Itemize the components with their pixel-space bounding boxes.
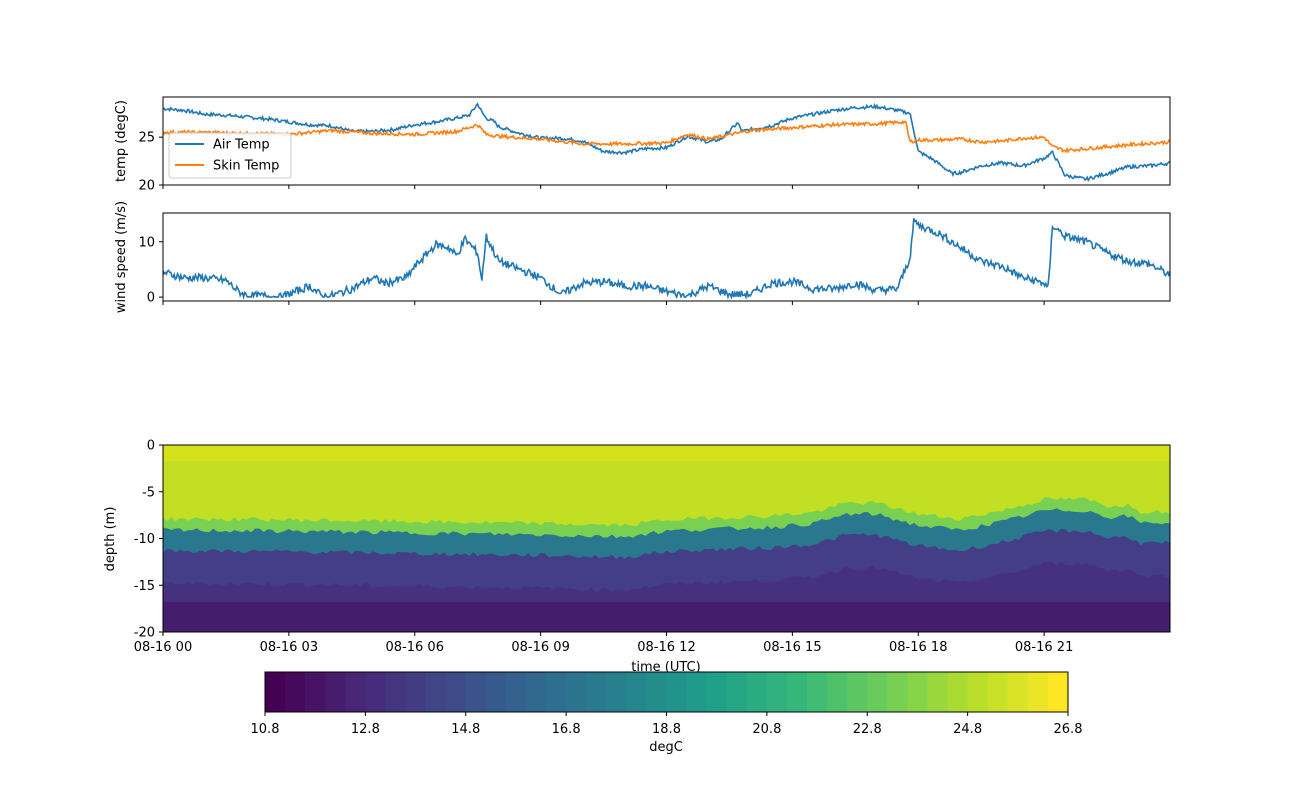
ytick-label: 10 <box>138 235 155 250</box>
temp-panel: 20 25 temp (degC) Air Temp Skin Temp <box>114 96 1171 194</box>
colorbar: 10.8 12.8 14.8 16.8 18.8 20.8 22.8 24.8 26.8 deg… <box>251 671 1083 755</box>
series-line-series <box>163 218 1170 301</box>
colorbar-cell <box>1007 672 1029 712</box>
colorbar-label: degC <box>649 740 683 755</box>
colorbar-cell <box>586 672 607 712</box>
colorbar-cell <box>666 672 688 712</box>
heatmap-top-layer <box>163 445 1170 461</box>
colorbar-cell <box>746 672 768 712</box>
colorbar-cell <box>365 672 387 712</box>
colorbar-cell <box>827 672 848 712</box>
colorbar-tick-label: 18.8 <box>652 722 681 737</box>
colorbar-cell <box>405 672 427 712</box>
colorbar-cell <box>967 672 989 712</box>
legend-label-air-temp: Air Temp <box>213 138 270 153</box>
colorbar-cell <box>1027 672 1049 712</box>
colorbar-cell <box>807 672 828 712</box>
colorbar-cell <box>606 672 627 712</box>
ytick-label: -15 <box>134 579 155 594</box>
colorbar-cell <box>385 672 407 712</box>
xtick-label: 08-16 06 <box>386 640 444 655</box>
depth-xlabel: time (UTC) <box>631 660 700 675</box>
colorbar-tick-label: 26.8 <box>1054 722 1083 737</box>
colorbar-cell <box>525 672 547 712</box>
legend-label-skin-temp: Skin Temp <box>213 159 279 174</box>
colorbar-cell <box>726 672 748 712</box>
xtick-label: 08-16 21 <box>1015 640 1073 655</box>
series-line-skin-temp <box>163 119 1170 154</box>
depth-panel: 0 -5 -10 -15 -20 08-16 00 08-16 03 08-16 06 08-… <box>103 439 1171 675</box>
colorbar-cell <box>907 672 929 712</box>
series-line-air-temp <box>163 102 1170 183</box>
colorbar-cell <box>425 672 447 712</box>
ytick-label: -10 <box>134 532 155 547</box>
depth-ylabel: depth (m) <box>103 507 118 572</box>
wind-panel: 0 10 wind speed (m/s) <box>114 201 1171 313</box>
ytick-label: 25 <box>138 131 155 146</box>
heatmap-mixed-layer <box>163 445 1170 527</box>
heatmap-floor-layer <box>163 602 1170 632</box>
colorbar-tick-label: 10.8 <box>251 722 280 737</box>
colorbar-cell <box>867 672 888 712</box>
ytick-label: 20 <box>138 179 155 194</box>
colorbar-tick-label: 24.8 <box>953 722 982 737</box>
colorbar-cell <box>626 672 648 712</box>
colorbar-cell <box>345 672 366 712</box>
xtick-label: 08-16 18 <box>889 640 947 655</box>
colorbar-tick-label: 20.8 <box>752 722 781 737</box>
colorbar-cell <box>847 672 868 712</box>
ytick-label: -20 <box>134 626 155 641</box>
colorbar-cell <box>546 672 567 712</box>
colorbar-cell <box>566 672 587 712</box>
colorbar-cell <box>686 672 708 712</box>
colorbar-cell <box>505 672 527 712</box>
colorbar-tick-label: 14.8 <box>451 722 480 737</box>
ytick-label: -5 <box>142 485 155 500</box>
colorbar-cell <box>766 672 788 712</box>
xtick-label: 08-16 00 <box>134 640 192 655</box>
colorbar-cell <box>646 672 668 712</box>
ytick-label: 0 <box>147 291 155 306</box>
colorbar-cell <box>706 672 728 712</box>
xtick-label: 08-16 03 <box>260 640 318 655</box>
ytick-label: 0 <box>147 439 155 454</box>
xtick-label: 08-16 09 <box>511 640 569 655</box>
colorbar-cell <box>887 672 909 712</box>
colorbar-cell <box>285 672 306 712</box>
colorbar-cell <box>786 672 808 712</box>
colorbar-cell <box>325 672 346 712</box>
colorbar-cell <box>947 672 969 712</box>
legend: Air Temp Skin Temp <box>168 132 292 179</box>
temp-ylabel: temp (degC) <box>114 100 129 182</box>
colorbar-cell <box>465 672 487 712</box>
colorbar-cell <box>485 672 507 712</box>
colorbar-tick-label: 22.8 <box>853 722 882 737</box>
colorbar-cell <box>445 672 467 712</box>
xtick-label: 08-16 15 <box>763 640 821 655</box>
colorbar-tick-label: 12.8 <box>351 722 380 737</box>
xtick-label: 08-16 12 <box>637 640 695 655</box>
colorbar-cell <box>987 672 1009 712</box>
colorbar-cell <box>265 672 286 712</box>
colorbar-cell <box>1047 672 1069 712</box>
colorbar-cell <box>305 672 326 712</box>
wind-ylabel: wind speed (m/s) <box>114 201 129 313</box>
colorbar-cell <box>927 672 949 712</box>
colorbar-tick-label: 16.8 <box>552 722 581 737</box>
